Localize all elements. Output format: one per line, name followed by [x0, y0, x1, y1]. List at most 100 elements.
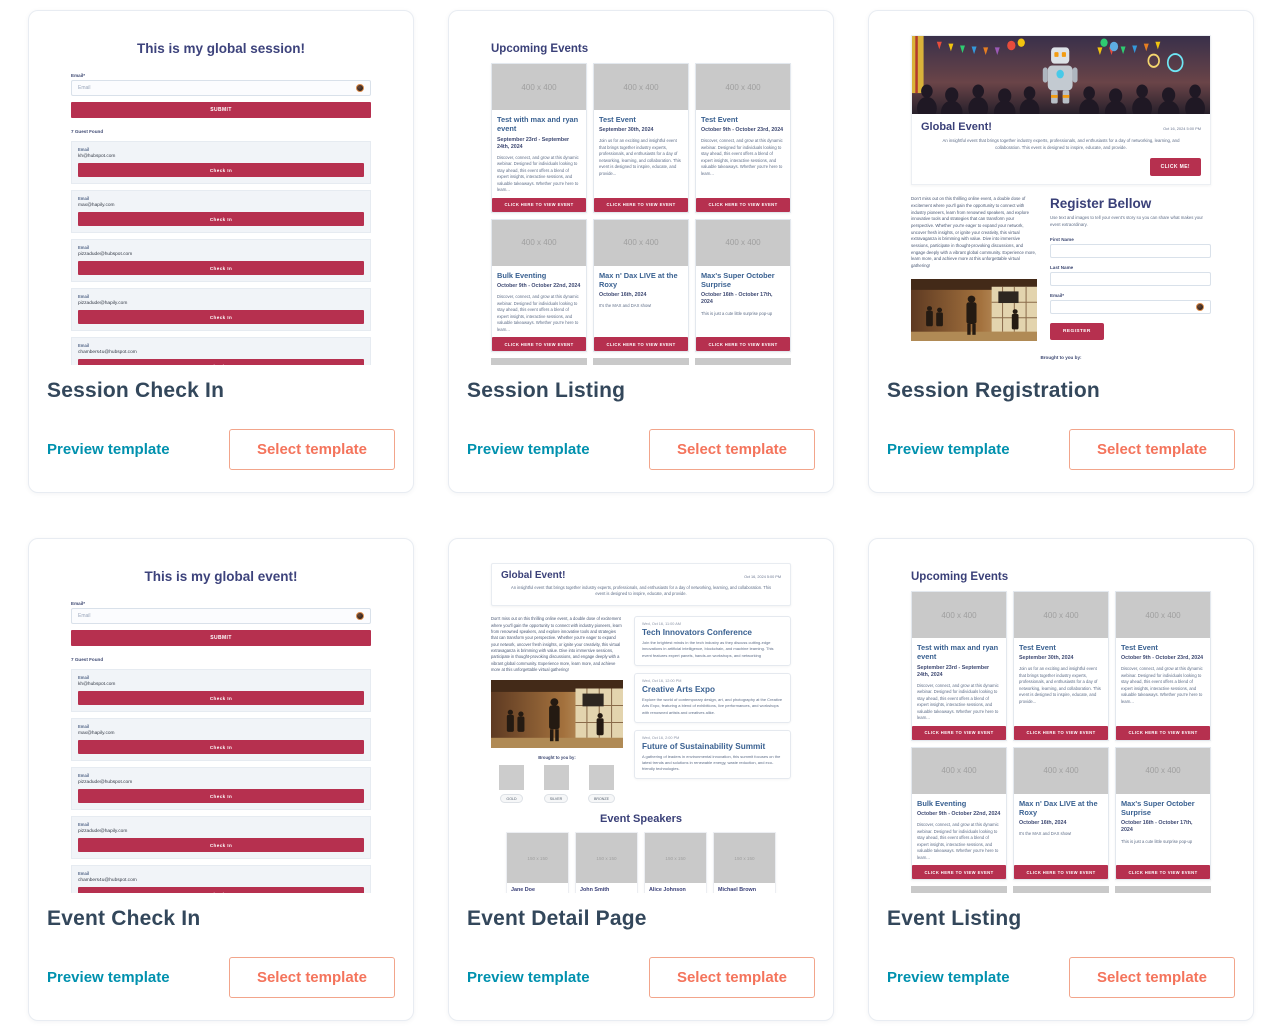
- event-summary: An insightful event that brings together…: [510, 585, 772, 597]
- placeholder-size-text: 150 x 150: [527, 855, 548, 861]
- guest-email-value: chambers4u@hubspot.com: [78, 878, 137, 883]
- email-field-label: Email*: [1050, 292, 1065, 298]
- preview-heading: This is my global event!: [144, 569, 298, 584]
- event-image-placeholder: 400 x 400: [594, 64, 688, 110]
- event-card: 400 x 400 Max n' Dax LIVE at the Roxy Oc…: [593, 218, 689, 353]
- placeholder-size-text: 150 x 150: [596, 855, 617, 861]
- template-card-event-detail-page: Global Event! Oct 16, 2024 5:00 PM An in…: [448, 538, 834, 1021]
- event-card: 400 x 400 Test Event October 9th - Octob…: [1115, 591, 1211, 741]
- view-event-button: CLICK HERE TO VIEW EVENT: [696, 197, 790, 212]
- guest-check-in-button: Check In: [78, 261, 364, 275]
- view-event-button: CLICK HERE TO VIEW EVENT: [1116, 865, 1210, 880]
- select-template-button[interactable]: Select template: [228, 957, 395, 998]
- placeholder-size-text: 400 x 400: [623, 82, 659, 92]
- select-template-button[interactable]: Select template: [648, 957, 815, 998]
- submit-button: SUBMIT: [71, 102, 371, 118]
- session-card: Wed, Oct 16, 12:00 PM Creative Arts Expo…: [634, 673, 791, 723]
- event-description: This is just a cute little surprise pop-…: [1121, 838, 1193, 844]
- guest-check-in-button: Check In: [78, 740, 364, 754]
- event-image-placeholder: 400 x 400: [594, 219, 688, 266]
- select-template-button[interactable]: Select template: [1068, 429, 1235, 470]
- preview-template-link[interactable]: Preview template: [467, 441, 590, 458]
- event-date: September 23rd - September 24th, 2024: [917, 664, 990, 678]
- event-image-placeholder: 400 x 400: [1116, 592, 1210, 638]
- view-event-button: CLICK HERE TO VIEW EVENT: [594, 197, 688, 212]
- select-template-button[interactable]: Select template: [1068, 957, 1235, 998]
- event-name: Bulk Eventing: [917, 798, 967, 808]
- guest-check-in-button: Check In: [78, 887, 364, 893]
- view-event-button: CLICK HERE TO VIEW EVENT: [1014, 725, 1108, 740]
- event-summary: An insightful event that brings together…: [942, 138, 1180, 150]
- guest-email-label: Email: [78, 724, 90, 729]
- event-description: Discover, connect, and grow at this dyna…: [917, 682, 999, 721]
- guest-row: Email chambers4u@hubspot.com Check In: [71, 337, 371, 365]
- email-input: Email: [71, 608, 371, 624]
- event-name: Max n' Dax LIVE at the Roxy: [599, 270, 678, 290]
- sponsor-item: SILVER: [543, 765, 569, 804]
- event-date: October 16th, 2024: [599, 292, 647, 299]
- view-event-button: CLICK HERE TO VIEW EVENT: [1014, 865, 1108, 880]
- event-description: Join us for an exciting and insightful e…: [599, 138, 681, 176]
- template-card-session-listing: Upcoming Events 400 x 400 Test with max …: [448, 10, 834, 493]
- event-image-placeholder: 400 x 400: [912, 747, 1006, 794]
- event-description: Discover, connect, and grow at this dyna…: [497, 294, 579, 332]
- event-name: Test Event: [1019, 643, 1056, 652]
- guest-row: Email pizzadude@hubspot.com Check In: [71, 239, 371, 282]
- guest-email-value: max@hapily.com: [78, 203, 115, 208]
- session-name: Tech Innovators Conference: [642, 628, 752, 638]
- next-row-partial-placeholders: [491, 358, 791, 365]
- event-date: October 16th, 2024: [1019, 820, 1067, 827]
- guest-row: Email pizzadude@hapily.com Check In: [71, 816, 371, 859]
- session-description: Join the brightest minds in the tech ind…: [642, 640, 774, 659]
- guest-row: Email chambers4u@hubspot.com Check In: [71, 865, 371, 893]
- speaker-image-placeholder: 150 x 150: [576, 833, 637, 884]
- guest-row: Email kh@hubspot.com Check In: [71, 669, 371, 712]
- guest-check-in-button: Check In: [78, 359, 364, 365]
- preview-heading: This is my global session!: [136, 41, 306, 56]
- preview-template-link[interactable]: Preview template: [47, 441, 170, 458]
- preview-template-link[interactable]: Preview template: [47, 969, 170, 986]
- guest-row: Email max@hapily.com Check In: [71, 190, 371, 233]
- preview-template-link[interactable]: Preview template: [887, 441, 1010, 458]
- event-lobby-image: [911, 278, 1037, 341]
- session-card: Wed, Oct 16, 11:00 AM Tech Innovators Co…: [634, 616, 791, 667]
- preview-template-link[interactable]: Preview template: [467, 969, 590, 986]
- session-time: Wed, Oct 16, 11:00 AM: [642, 622, 681, 627]
- guest-email-value: kh@hubspot.com: [78, 154, 116, 159]
- guest-email-value: chambers4u@hubspot.com: [78, 350, 137, 355]
- sponsor-item: GOLD: [499, 765, 524, 804]
- guest-list: Email kh@hubspot.com Check In Email max@…: [71, 669, 371, 893]
- preview-heading: Upcoming Events: [911, 571, 1009, 583]
- guest-email-label: Email: [78, 147, 90, 152]
- placeholder-size-text: 150 x 150: [734, 855, 755, 861]
- guest-email-value: pizzadude@hubspot.com: [78, 252, 133, 257]
- about-event-paragraph: Don't miss out on this thrilling online …: [491, 616, 622, 673]
- template-title: Session Check In: [47, 379, 225, 402]
- event-image-placeholder: 400 x 400: [1014, 592, 1108, 638]
- preview-template-link[interactable]: Preview template: [887, 969, 1010, 986]
- email-field-label: Email*: [71, 601, 86, 606]
- session-description: A gathering of leaders in environmental …: [642, 753, 781, 772]
- speaker-image-placeholder: 150 x 150: [714, 833, 775, 884]
- guest-email-value: kh@hubspot.com: [78, 682, 116, 687]
- guest-check-in-button: Check In: [78, 838, 364, 852]
- session-description: Explore the world of contemporary design…: [642, 697, 783, 715]
- guest-email-label: Email: [78, 822, 90, 827]
- event-date: October 9th - October 22nd, 2024: [497, 283, 581, 290]
- template-card-event-check-in: This is my global event! Email* Email SU…: [28, 538, 414, 1021]
- guests-found-text: 7 Guest Found: [71, 129, 104, 134]
- select-template-button[interactable]: Select template: [228, 429, 395, 470]
- event-name: Test with max and ryan event: [497, 115, 579, 134]
- guest-check-in-button: Check In: [78, 163, 364, 177]
- event-name: Bulk Eventing: [497, 270, 547, 280]
- email-input: [1050, 299, 1211, 314]
- placeholder-size-text: 400 x 400: [1043, 610, 1079, 620]
- event-date: October 16th - October 17th, 2024: [701, 292, 773, 306]
- placeholder-size-text: 400 x 400: [521, 82, 557, 92]
- template-title: Event Listing: [887, 907, 1022, 930]
- sponsor-logo-placeholder: [543, 765, 569, 791]
- session-name: Future of Sustainability Summit: [642, 741, 766, 751]
- event-card: 400 x 400 Test Event September 30th, 202…: [593, 63, 689, 213]
- guest-email-value: pizzadude@hapily.com: [78, 829, 128, 834]
- select-template-button[interactable]: Select template: [648, 429, 815, 470]
